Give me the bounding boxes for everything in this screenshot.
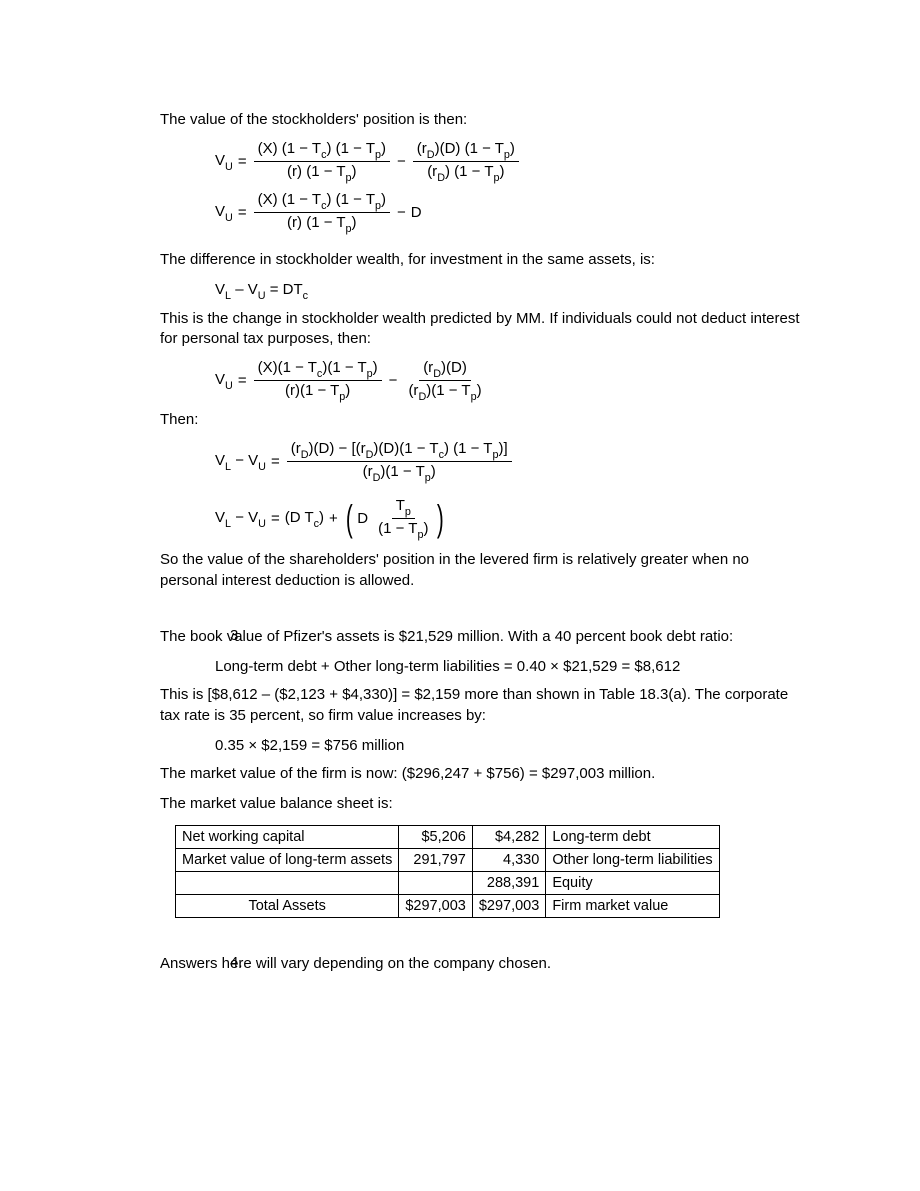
table-cell: $297,003 bbox=[399, 894, 472, 917]
document-page: The value of the stockholders' position … bbox=[0, 0, 920, 1191]
eq-frac: (X)(1 − Tc)(1 − Tp) (r)(1 − Tp) bbox=[254, 359, 382, 402]
paragraph: The market value of the firm is now: ($2… bbox=[160, 764, 805, 784]
table-cell bbox=[176, 871, 399, 894]
eq-frac: (X) (1 − Tc) (1 − Tp) (r) (1 − Tp) bbox=[254, 140, 390, 183]
eq-equals: = bbox=[238, 153, 247, 170]
paragraph: The difference in stockholder wealth, fo… bbox=[160, 250, 805, 270]
eq-term: (D Tc) bbox=[285, 509, 324, 529]
table-cell: Other long-term liabilities bbox=[546, 848, 719, 871]
eq-equals: = bbox=[271, 510, 280, 527]
question-number: 4. bbox=[230, 954, 243, 971]
eq-equals: = bbox=[238, 372, 247, 389]
equation-vl-vu-paren: VL − VU = (D Tc) + ( D Tp (1 − Tp) ) bbox=[215, 497, 805, 540]
table-cell: 4,330 bbox=[472, 848, 545, 871]
table-cell: 288,391 bbox=[472, 871, 545, 894]
eq-frac: (rD)(D) (rD)(1 − Tp) bbox=[404, 359, 485, 402]
calculation-line: Long-term debt + Other long-term liabili… bbox=[215, 657, 805, 677]
table-cell: $4,282 bbox=[472, 825, 545, 848]
eq-frac: (rD)(D) − [(rD)(D)(1 − Tc) (1 − Tp)] (rD… bbox=[287, 440, 512, 483]
eq-lhs: VL − VU bbox=[215, 509, 266, 529]
table-cell: $5,206 bbox=[399, 825, 472, 848]
table-cell: Equity bbox=[546, 871, 719, 894]
table-cell bbox=[399, 871, 472, 894]
table-row: 288,391Equity bbox=[176, 871, 720, 894]
paragraph: This is [$8,612 – ($2,123 + $4,330)] = $… bbox=[160, 685, 805, 726]
eq-equals: = bbox=[238, 204, 247, 221]
table-cell: Long-term debt bbox=[546, 825, 719, 848]
eq-minus: − bbox=[397, 204, 406, 221]
equation-vu-1: VU = (X) (1 − Tc) (1 − Tp) (r) (1 − Tp) … bbox=[215, 140, 805, 183]
paragraph: This is the change in stockholder wealth… bbox=[160, 309, 805, 350]
eq-term: D bbox=[411, 204, 422, 221]
eq-frac: (X) (1 − Tc) (1 − Tp) (r) (1 − Tp) bbox=[254, 191, 390, 234]
question-3: 3. The book value of Pfizer's assets is … bbox=[115, 627, 805, 918]
paragraph: So the value of the shareholders' positi… bbox=[160, 550, 805, 591]
calculation-line: 0.35 × $2,159 = $756 million bbox=[215, 736, 805, 756]
table-cell: 291,797 bbox=[399, 848, 472, 871]
paragraph: The market value balance sheet is: bbox=[160, 794, 805, 814]
table-cell: Net working capital bbox=[176, 825, 399, 848]
table-cell: Market value of long-term assets bbox=[176, 848, 399, 871]
eq-bigparen: ( D Tp (1 − Tp) ) bbox=[343, 497, 447, 540]
balance-sheet-table: Net working capital$5,206$4,282Long-term… bbox=[175, 825, 720, 918]
eq-text: VL – VU = DTc bbox=[215, 281, 308, 301]
paragraph: Then: bbox=[160, 410, 805, 430]
eq-minus: − bbox=[397, 153, 406, 170]
equation-vl-vu-dtc: VL – VU = DTc bbox=[215, 281, 805, 301]
eq-lhs: VU bbox=[215, 203, 233, 223]
question-4: 4. Answers here will vary depending on t… bbox=[115, 954, 805, 974]
eq-lhs: VL − VU bbox=[215, 452, 266, 472]
paragraph: The value of the stockholders' position … bbox=[160, 110, 805, 130]
eq-equals: = bbox=[271, 453, 280, 470]
paragraph: The book value of Pfizer's assets is $21… bbox=[160, 627, 805, 647]
eq-minus: − bbox=[389, 372, 398, 389]
equation-vu-2: VU = (X) (1 − Tc) (1 − Tp) (r) (1 − Tp) … bbox=[215, 191, 805, 234]
table-row: Total Assets$297,003$297,003Firm market … bbox=[176, 894, 720, 917]
table-cell: Firm market value bbox=[546, 894, 719, 917]
table-cell: Total Assets bbox=[176, 894, 399, 917]
eq-frac: (rD)(D) (1 − Tp) (rD) (1 − Tp) bbox=[413, 140, 519, 183]
paragraph: Answers here will vary depending on the … bbox=[160, 954, 805, 974]
table-row: Market value of long-term assets291,7974… bbox=[176, 848, 720, 871]
eq-plus: + bbox=[329, 510, 338, 527]
eq-lhs: VU bbox=[215, 371, 233, 391]
question-number: 3. bbox=[230, 627, 243, 644]
equation-vl-vu-frac: VL − VU = (rD)(D) − [(rD)(D)(1 − Tc) (1 … bbox=[215, 440, 805, 483]
table-cell: $297,003 bbox=[472, 894, 545, 917]
equation-vu-3: VU = (X)(1 − Tc)(1 − Tp) (r)(1 − Tp) − (… bbox=[215, 359, 805, 402]
eq-lhs: VU bbox=[215, 152, 233, 172]
table-row: Net working capital$5,206$4,282Long-term… bbox=[176, 825, 720, 848]
